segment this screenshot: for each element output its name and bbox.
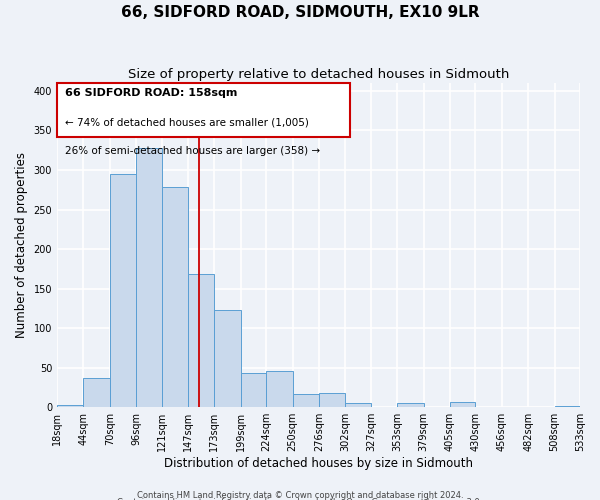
Bar xyxy=(110,174,136,407)
Text: 66, SIDFORD ROAD, SIDMOUTH, EX10 9LR: 66, SIDFORD ROAD, SIDMOUTH, EX10 9LR xyxy=(121,5,479,20)
X-axis label: Distribution of detached houses by size in Sidmouth: Distribution of detached houses by size … xyxy=(164,457,473,470)
Text: Contains public sector information licensed under the Open Government Licence v3: Contains public sector information licen… xyxy=(118,498,482,500)
Bar xyxy=(188,274,214,407)
Bar xyxy=(346,404,371,407)
Text: 26% of semi-detached houses are larger (358) →: 26% of semi-detached houses are larger (… xyxy=(65,146,320,156)
Bar xyxy=(57,405,83,407)
Bar xyxy=(319,393,346,407)
Text: 66 SIDFORD ROAD: 158sqm: 66 SIDFORD ROAD: 158sqm xyxy=(65,88,237,98)
Bar xyxy=(397,404,424,407)
Text: ← 74% of detached houses are smaller (1,005): ← 74% of detached houses are smaller (1,… xyxy=(65,117,309,127)
Y-axis label: Number of detached properties: Number of detached properties xyxy=(15,152,28,338)
Bar xyxy=(214,310,241,407)
Bar xyxy=(161,188,188,407)
Bar xyxy=(136,148,161,407)
Bar xyxy=(83,378,110,407)
Bar xyxy=(450,402,475,407)
Bar xyxy=(266,371,293,407)
Title: Size of property relative to detached houses in Sidmouth: Size of property relative to detached ho… xyxy=(128,68,509,80)
Bar xyxy=(554,406,580,407)
FancyBboxPatch shape xyxy=(57,83,350,136)
Bar xyxy=(293,394,319,407)
Text: Contains HM Land Registry data © Crown copyright and database right 2024.: Contains HM Land Registry data © Crown c… xyxy=(137,490,463,500)
Bar xyxy=(241,373,266,407)
